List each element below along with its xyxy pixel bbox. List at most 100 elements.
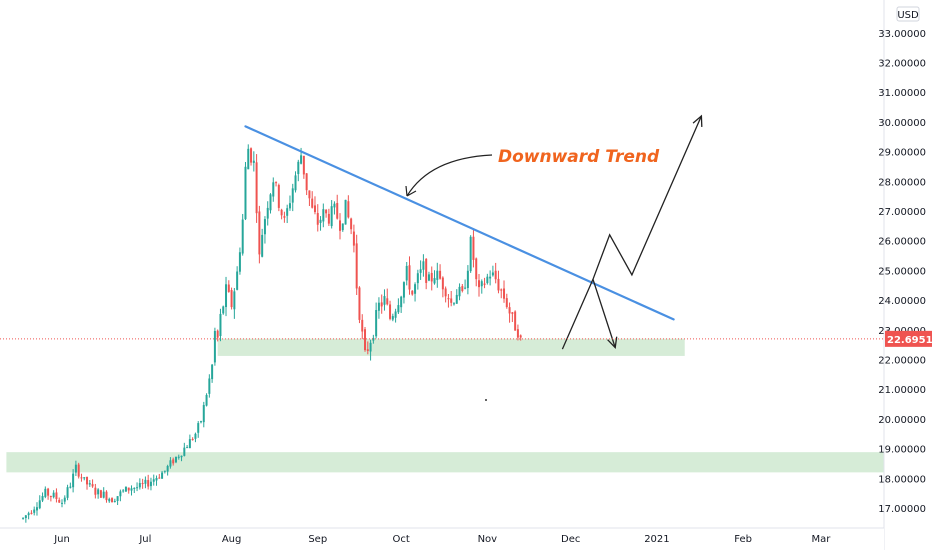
candle — [425, 258, 428, 290]
candle-body — [280, 209, 283, 216]
candle — [155, 475, 158, 486]
candle-body — [330, 206, 333, 227]
candle — [174, 456, 177, 464]
candle — [266, 201, 269, 226]
candle-body — [24, 515, 27, 519]
candle-body — [425, 258, 428, 283]
candle-body — [72, 473, 75, 488]
candle-body — [116, 496, 119, 501]
time-tick-label: Aug — [222, 534, 242, 545]
candle — [272, 177, 275, 202]
candle-body — [480, 281, 483, 287]
candle — [302, 155, 305, 179]
candle — [480, 279, 483, 294]
candle — [186, 445, 189, 449]
time-axis-ticks: Jun Jul Aug Sep Oct Nov Dec 2021 Feb Mar — [53, 534, 831, 545]
candle-body — [108, 498, 111, 502]
candle — [263, 216, 266, 244]
candle — [113, 498, 116, 503]
candle — [169, 457, 172, 469]
time-tick-label: Sep — [308, 534, 327, 545]
candle — [194, 432, 197, 443]
candle — [158, 473, 161, 479]
candle-body — [402, 282, 405, 298]
candle-body — [52, 492, 55, 498]
candle — [80, 473, 83, 482]
candle — [503, 280, 506, 303]
price-axis-panel — [884, 0, 932, 550]
candle-body — [416, 273, 419, 284]
candle-body — [300, 155, 303, 164]
candle — [327, 208, 330, 226]
candle-body — [294, 175, 297, 191]
candle-body — [414, 284, 417, 294]
candle-body — [80, 477, 83, 479]
candle-body — [508, 307, 511, 314]
candle-body — [478, 280, 480, 288]
candle-body — [30, 512, 33, 514]
candle-body — [341, 223, 344, 231]
candle — [247, 144, 250, 170]
candle — [99, 489, 102, 498]
stray-dot — [485, 399, 487, 401]
candle-body — [450, 298, 453, 303]
candle — [61, 499, 63, 508]
candle-body — [486, 276, 489, 284]
candle-body — [211, 364, 214, 380]
candle — [94, 483, 97, 499]
candle-body — [138, 483, 141, 488]
candle — [177, 454, 180, 460]
candle-body — [375, 310, 378, 337]
candle — [464, 279, 467, 290]
candle — [222, 305, 225, 315]
candle — [383, 289, 386, 311]
candle — [427, 271, 430, 282]
candle-body — [361, 319, 364, 332]
candle-body — [149, 481, 152, 487]
candle-body — [200, 421, 202, 423]
price-tick-label: 31.00000 — [878, 88, 926, 99]
currency-badge[interactable]: USD — [896, 6, 920, 22]
candle — [280, 208, 283, 220]
candle — [22, 517, 25, 520]
candle — [197, 421, 200, 438]
candle-body — [366, 349, 369, 351]
time-tick-label: 2021 — [644, 534, 669, 545]
projection-breakdown — [592, 279, 616, 348]
candle — [350, 217, 353, 235]
candle-body — [266, 207, 269, 219]
candle-body — [316, 213, 319, 225]
candle — [163, 470, 166, 474]
candle — [183, 442, 186, 457]
candle — [236, 266, 239, 291]
candle-body — [277, 185, 280, 208]
candle-body — [141, 483, 144, 485]
candle-body — [55, 492, 58, 499]
candle — [211, 363, 214, 383]
candle — [389, 300, 392, 321]
candle-body — [133, 487, 136, 489]
candle — [244, 161, 247, 221]
candle-body — [219, 313, 222, 337]
candle-body — [458, 286, 461, 297]
candle-body — [66, 487, 69, 498]
candle — [386, 288, 389, 306]
candle-body — [172, 459, 175, 464]
candle — [24, 514, 27, 523]
candle-body — [174, 456, 177, 463]
candle-body — [233, 291, 236, 310]
downward-trendline[interactable] — [244, 125, 675, 321]
candle — [77, 462, 80, 479]
candle — [352, 224, 355, 253]
candle-body — [230, 290, 233, 308]
candle-body — [405, 265, 408, 281]
candle — [416, 269, 419, 290]
candle — [66, 484, 69, 501]
candle — [505, 293, 508, 309]
candle-body — [311, 198, 314, 208]
candle-body — [216, 330, 219, 338]
candle — [361, 314, 364, 340]
candle-body — [441, 277, 444, 290]
candle-body — [436, 270, 439, 280]
